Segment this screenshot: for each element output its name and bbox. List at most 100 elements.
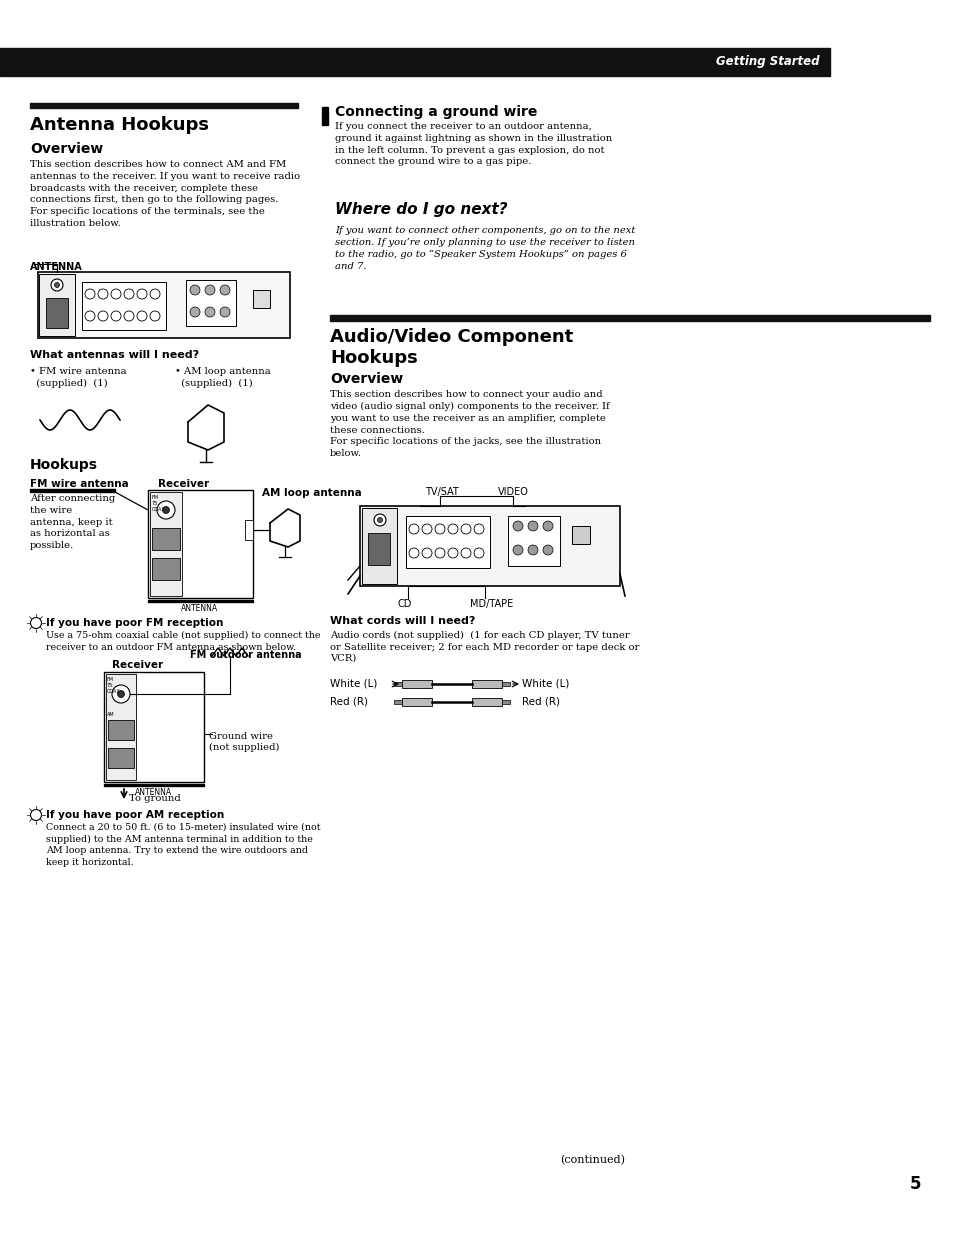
Bar: [106, 674, 136, 780]
Bar: [507, 515, 559, 566]
Circle shape: [374, 514, 386, 526]
Circle shape: [98, 289, 108, 298]
Circle shape: [409, 547, 418, 559]
Text: If you connect the receiver to an outdoor antenna,
ground it against lightning a: If you connect the receiver to an outdoo…: [335, 122, 612, 166]
Bar: [148, 490, 253, 598]
Circle shape: [117, 690, 125, 698]
Text: White (L): White (L): [521, 678, 569, 688]
Bar: [82, 282, 166, 330]
Text: This section describes how to connect your audio and
video (audio signal only) c: This section describes how to connect yo…: [330, 390, 609, 459]
Circle shape: [124, 289, 133, 298]
Bar: [108, 720, 133, 740]
Circle shape: [421, 547, 432, 559]
Bar: [30, 490, 115, 492]
Circle shape: [474, 524, 483, 534]
Bar: [245, 520, 253, 540]
Text: Receiver: Receiver: [158, 478, 209, 490]
Bar: [406, 515, 490, 568]
Text: MD/TAPE: MD/TAPE: [470, 599, 513, 609]
Circle shape: [205, 307, 214, 317]
Circle shape: [150, 311, 160, 321]
Text: CD: CD: [397, 599, 412, 609]
Circle shape: [137, 311, 147, 321]
Circle shape: [460, 524, 471, 534]
Bar: [401, 681, 432, 688]
Text: After connecting
the wire
antenna, keep it
as horizontal as
possible.: After connecting the wire antenna, keep …: [30, 494, 115, 550]
Bar: [108, 748, 133, 768]
Circle shape: [190, 285, 200, 295]
Bar: [150, 492, 182, 596]
Circle shape: [542, 522, 553, 531]
Text: Receiver: Receiver: [112, 660, 163, 670]
Text: • AM loop antenna
  (supplied)  (1): • AM loop antenna (supplied) (1): [174, 367, 271, 388]
Circle shape: [435, 524, 444, 534]
Circle shape: [435, 547, 444, 559]
Circle shape: [220, 285, 230, 295]
Text: Hookups: Hookups: [30, 457, 98, 472]
Text: What cords will I need?: What cords will I need?: [330, 616, 475, 626]
Circle shape: [190, 307, 200, 317]
Bar: [322, 107, 328, 125]
Bar: [253, 290, 270, 308]
Text: Red (R): Red (R): [521, 695, 559, 707]
Bar: [39, 274, 75, 337]
Text: What antennas will I need?: What antennas will I need?: [30, 350, 199, 360]
Text: Overview: Overview: [30, 142, 103, 157]
Text: TV/SAT: TV/SAT: [424, 487, 458, 497]
Circle shape: [527, 545, 537, 555]
Text: Red (R): Red (R): [330, 695, 368, 707]
Bar: [501, 700, 510, 704]
Circle shape: [460, 547, 471, 559]
Bar: [30, 104, 297, 109]
Text: Overview: Overview: [330, 372, 403, 386]
Text: ANTENNA: ANTENNA: [135, 788, 172, 797]
Bar: [152, 528, 180, 550]
Circle shape: [111, 289, 121, 298]
Bar: [472, 681, 501, 688]
Circle shape: [205, 285, 214, 295]
Text: ANTENNA: ANTENNA: [30, 261, 83, 272]
Circle shape: [448, 547, 457, 559]
Text: If you want to connect other components, go on to the next
section. If you’re on: If you want to connect other components,…: [335, 226, 635, 271]
Circle shape: [474, 547, 483, 559]
Text: AM loop antenna: AM loop antenna: [262, 488, 361, 498]
Bar: [152, 559, 180, 580]
Text: ANTENNA: ANTENNA: [181, 604, 218, 613]
Text: To ground: To ground: [129, 794, 180, 803]
Circle shape: [542, 545, 553, 555]
Text: Use a 75-ohm coaxial cable (not supplied) to connect the
receiver to an outdoor : Use a 75-ohm coaxial cable (not supplied…: [46, 631, 320, 651]
Circle shape: [513, 522, 522, 531]
Bar: [472, 698, 501, 707]
Text: Ground wire
(not supplied): Ground wire (not supplied): [209, 732, 279, 752]
Circle shape: [137, 289, 147, 298]
Circle shape: [51, 279, 63, 291]
Bar: [186, 280, 235, 326]
Circle shape: [409, 524, 418, 534]
Text: Audio cords (not supplied)  (1 for each CD player, TV tuner
or Satellite receive: Audio cords (not supplied) (1 for each C…: [330, 631, 639, 663]
Circle shape: [111, 311, 121, 321]
Text: This section describes how to connect AM and FM
antennas to the receiver. If you: This section describes how to connect AM…: [30, 160, 300, 228]
Text: • FM wire antenna
  (supplied)  (1): • FM wire antenna (supplied) (1): [30, 367, 127, 388]
Bar: [46, 298, 68, 328]
Bar: [104, 672, 204, 782]
Bar: [501, 682, 510, 686]
Text: White (L): White (L): [330, 678, 377, 688]
Circle shape: [150, 289, 160, 298]
Bar: [368, 533, 390, 565]
Circle shape: [377, 518, 382, 523]
Text: FM
75
COAX: FM 75 COAX: [152, 494, 166, 512]
Text: FM
75
COAX: FM 75 COAX: [107, 677, 121, 694]
Circle shape: [162, 507, 170, 513]
Text: VIDEO: VIDEO: [497, 487, 528, 497]
Circle shape: [30, 618, 42, 629]
Circle shape: [513, 545, 522, 555]
Text: Where do I go next?: Where do I go next?: [335, 202, 507, 217]
Bar: [394, 682, 401, 686]
Text: FM outdoor antenna: FM outdoor antenna: [190, 650, 301, 660]
Bar: [0, 48, 829, 76]
Text: If you have poor FM reception: If you have poor FM reception: [46, 618, 223, 628]
Text: Antenna Hookups: Antenna Hookups: [30, 116, 209, 134]
Bar: [330, 314, 929, 321]
Text: Getting Started: Getting Started: [716, 55, 820, 69]
Circle shape: [85, 289, 95, 298]
